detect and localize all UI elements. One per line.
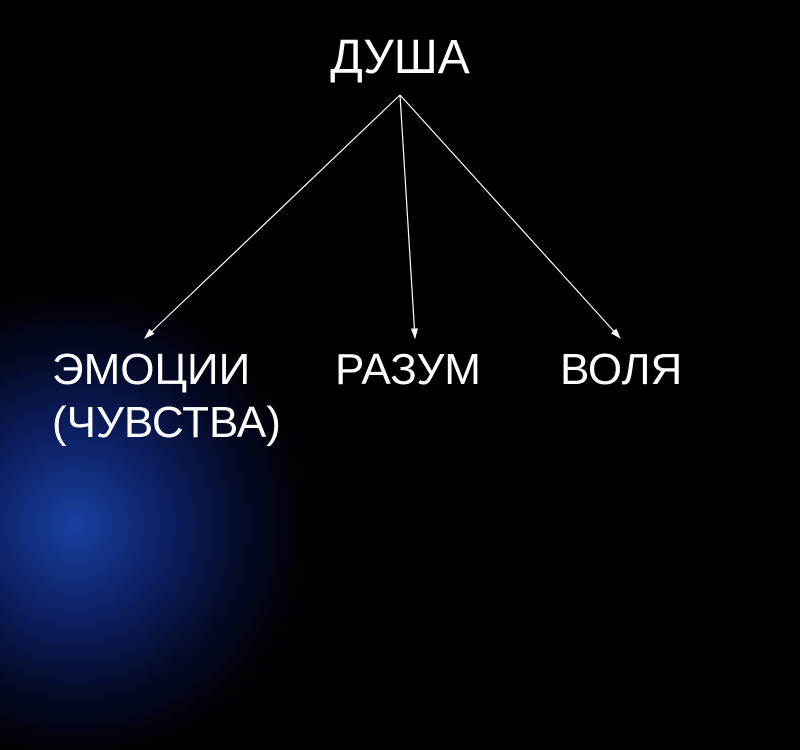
child-node-2: РАЗУМ bbox=[335, 345, 481, 395]
child-node-3: ВОЛЯ bbox=[560, 345, 682, 395]
arrow-right bbox=[400, 95, 620, 338]
arrow-left bbox=[145, 95, 400, 338]
arrows-svg bbox=[0, 0, 800, 600]
child-node-1: ЭМОЦИИ bbox=[52, 345, 250, 395]
arrow-middle bbox=[400, 95, 415, 338]
child-node-1-sublabel: (ЧУВСТВА) bbox=[52, 398, 281, 448]
root-node-label: ДУША bbox=[330, 30, 470, 85]
